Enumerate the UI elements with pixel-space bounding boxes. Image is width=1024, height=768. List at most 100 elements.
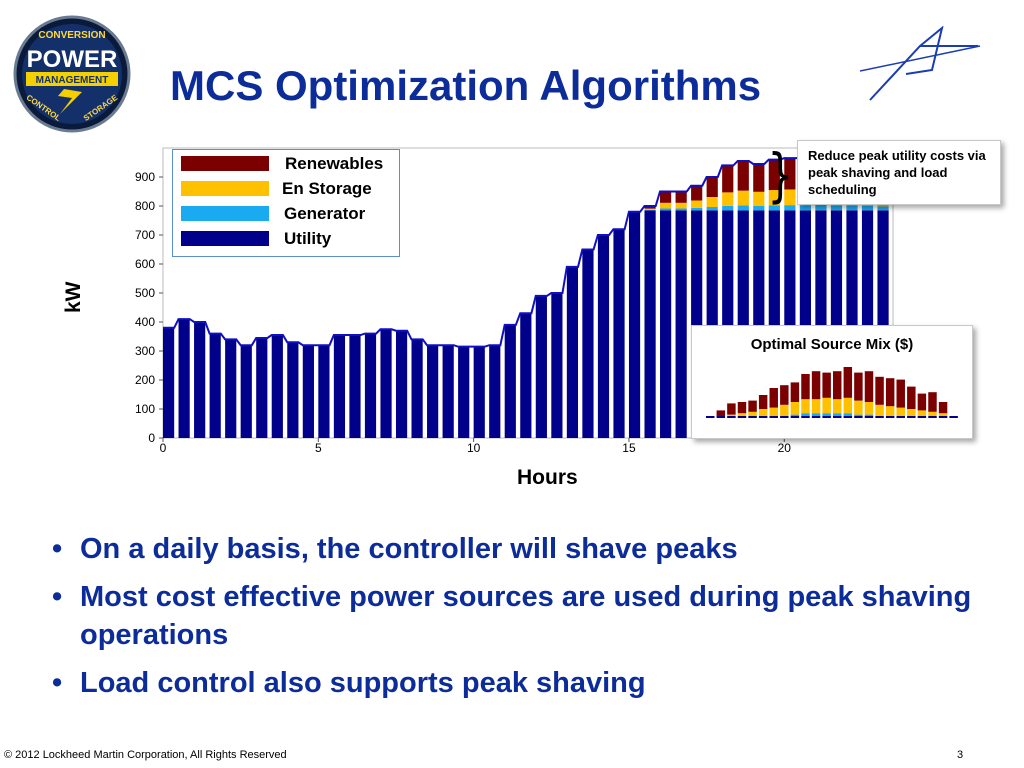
bullet-item: • Most cost effective power sources are …: [52, 578, 972, 654]
bar-utility: [271, 335, 283, 438]
y-tick-label: 300: [135, 344, 155, 358]
logo-sub-text: MANAGEMENT: [36, 75, 109, 86]
inset-bar-utility: [833, 416, 842, 418]
bar-utility: [753, 210, 765, 438]
inset-bar-utility: [917, 416, 927, 418]
inset-bar-storage: [769, 407, 778, 416]
bar-renewables-peak: [753, 163, 765, 192]
inset-bar-utility: [801, 416, 810, 418]
bullet-text: Most cost effective power sources are us…: [80, 581, 972, 651]
inset-bar-storage: [896, 407, 905, 416]
bar-utility: [737, 210, 749, 438]
legend-swatch-utility: [181, 231, 269, 246]
bar-generator-peak: [675, 208, 687, 211]
inset-bar-renewables: [833, 371, 842, 400]
inset-bar-renewables: [737, 402, 747, 414]
slide-title: MCS Optimization Algorithms: [170, 62, 762, 109]
inset-bar-utility: [864, 416, 874, 418]
bar-utility: [411, 339, 423, 438]
bar-utility: [691, 210, 703, 438]
bar-utility: [333, 335, 346, 438]
inset-bar-renewables: [917, 393, 927, 411]
legend-label-generator: Generator: [284, 204, 366, 223]
inset-bar-renewables: [822, 372, 831, 398]
bullet-text: On a daily basis, the controller will sh…: [80, 533, 738, 565]
inset-bar-utility: [737, 416, 747, 418]
brace-icon: }: [767, 141, 794, 209]
inset-bar-storage: [843, 397, 853, 414]
bar-storage-peak: [753, 191, 765, 206]
bar-utility: [815, 210, 827, 438]
bar-utility: [566, 266, 579, 438]
bar-utility: [427, 345, 439, 438]
y-tick-label: 400: [135, 315, 155, 329]
bar-utility: [597, 235, 610, 438]
bar-generator-peak: [768, 205, 780, 211]
inset-bar-generator: [833, 413, 842, 416]
inset-bar-utility: [875, 416, 884, 418]
bar-generator-peak: [846, 205, 858, 211]
inset-bar-storage: [822, 397, 831, 414]
legend-item-renewables: Renewables: [181, 154, 396, 174]
x-axis-label: Hours: [517, 466, 578, 489]
lockheed-star-icon: [860, 26, 981, 101]
bar-utility: [287, 342, 299, 438]
x-tick-label: 5: [315, 441, 322, 455]
bar-utility: [846, 210, 858, 438]
bar-utility: [613, 229, 625, 438]
bar-renewables-peak: [644, 206, 656, 209]
inset-bar-renewables: [928, 392, 937, 412]
bar-storage-peak: [784, 189, 796, 206]
bar-renewables-peak: [784, 158, 796, 190]
bar-utility: [830, 210, 843, 438]
bar-utility: [535, 295, 547, 438]
bar-renewables-peak: [722, 165, 734, 193]
bar-utility: [473, 346, 485, 438]
bar-utility: [628, 211, 641, 438]
bar-utility: [240, 345, 252, 438]
inset-bar-storage: [727, 414, 736, 416]
inset-bar-utility: [706, 416, 715, 418]
bullet-item: • On a daily basis, the controller will …: [52, 530, 972, 568]
inset-bar-utility: [811, 416, 821, 418]
bar-renewables-peak: [737, 161, 749, 191]
legend-item-generator: Generator: [181, 204, 396, 224]
inset-bar-renewables: [843, 367, 853, 398]
inset-bar-utility: [938, 416, 948, 418]
inset-bar-renewables: [811, 371, 821, 400]
y-tick-label: 900: [135, 170, 155, 184]
inset-bar-utility: [896, 416, 905, 418]
inset-bar-generator: [811, 413, 821, 416]
inset-bar-storage: [875, 404, 884, 416]
inset-bar-storage: [790, 402, 800, 415]
inset-bar-renewables: [780, 385, 789, 405]
bar-utility: [318, 345, 330, 438]
inset-bar-storage: [811, 399, 821, 414]
bar-utility: [877, 210, 889, 438]
bar-utility: [489, 345, 501, 438]
x-tick-label: 10: [467, 441, 481, 455]
inset-bar-renewables: [758, 395, 768, 409]
bar-utility: [163, 327, 175, 438]
bar-storage-peak: [706, 197, 718, 208]
inset-bar-renewables: [938, 402, 948, 414]
bar-utility: [349, 335, 361, 438]
chart-legend: Renewables En Storage Generator Utility: [172, 149, 400, 257]
bar-utility: [722, 210, 734, 438]
bar-utility: [395, 330, 408, 438]
legend-swatch-storage: [181, 181, 269, 196]
bar-generator-peak: [799, 205, 811, 211]
bar-storage-peak: [691, 200, 703, 208]
bar-utility: [644, 210, 656, 438]
bar-utility: [302, 345, 314, 438]
legend-item-utility: Utility: [181, 229, 396, 249]
footer-copyright: © 2012 Lockheed Martin Corporation, All …: [4, 749, 287, 761]
bar-generator-peak: [815, 204, 827, 211]
y-tick-label: 100: [135, 402, 155, 416]
inset-bar-utility: [780, 416, 789, 418]
bar-utility: [582, 249, 594, 438]
inset-bar-utility: [843, 416, 853, 418]
bar-utility: [442, 345, 454, 438]
bar-generator-peak: [753, 205, 765, 211]
inset-bar-storage: [748, 411, 757, 416]
